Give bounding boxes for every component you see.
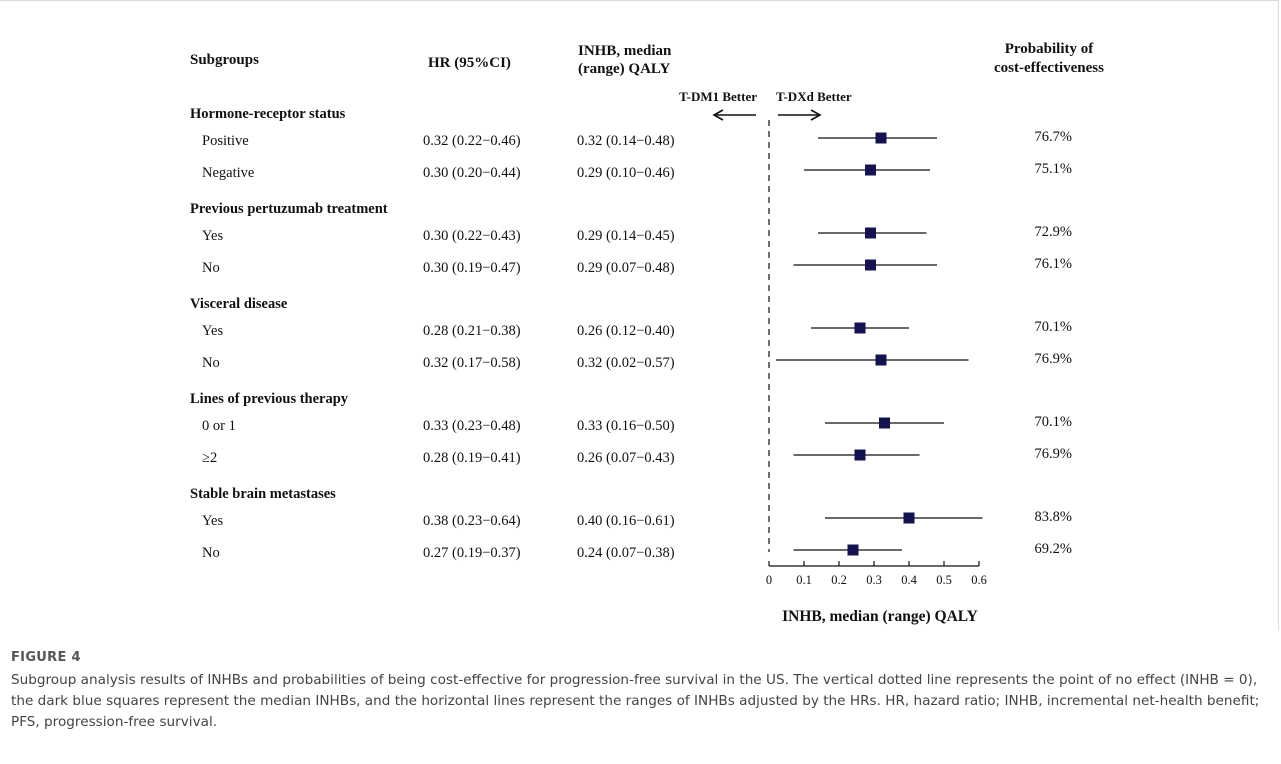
row-hr: 0.32 (0.17−0.58): [423, 355, 521, 371]
row-probability: 70.1%: [1035, 319, 1072, 335]
row-probability: 83.8%: [1035, 509, 1072, 525]
median-marker: [879, 417, 890, 429]
row-label: 0 or 1: [202, 418, 236, 434]
group-heading: Hormone-receptor status: [190, 106, 346, 122]
x-tick-label: 0.2: [831, 573, 847, 587]
arrow-left: [712, 109, 756, 121]
row-probability: 75.1%: [1035, 161, 1072, 177]
row-probability: 70.1%: [1035, 414, 1072, 430]
row-label: No: [202, 260, 220, 276]
group-heading: Visceral disease: [190, 296, 288, 312]
row-hr: 0.33 (0.23−0.48): [423, 418, 521, 434]
header-inhb-line2: (range) QALY: [578, 61, 671, 77]
group-heading: Lines of previous therapy: [190, 391, 349, 407]
figure-caption: FIGURE 4 Subgroup analysis results of IN…: [11, 650, 1271, 733]
row-hr: 0.28 (0.19−0.41): [423, 450, 521, 466]
row-inhb: 0.26 (0.12−0.40): [577, 323, 675, 339]
row-hr: 0.28 (0.21−0.38): [423, 323, 521, 339]
forest-plot: Subgroups HR (95%CI) INHB, median (range…: [190, 41, 1104, 625]
row-probability: 76.1%: [1035, 256, 1072, 272]
median-marker: [875, 132, 887, 144]
row-hr: 0.27 (0.19−0.37): [423, 545, 521, 561]
row-label: No: [202, 545, 220, 561]
arrow-left-label: T-DM1 Better: [679, 89, 757, 104]
figure-caption-text: Subgroup analysis results of INHBs and p…: [11, 672, 1260, 730]
row-inhb: 0.40 (0.16−0.61): [577, 513, 675, 529]
median-marker: [865, 227, 876, 239]
header-subgroups: Subgroups: [190, 52, 259, 68]
median-marker: [854, 322, 866, 334]
row-label: Yes: [202, 228, 223, 244]
row-label: Positive: [202, 133, 249, 149]
row-hr: 0.30 (0.20−0.44): [423, 165, 521, 181]
header-hr: HR (95%CI): [428, 55, 511, 71]
row-inhb: 0.24 (0.07−0.38): [577, 545, 675, 561]
median-marker: [875, 354, 887, 366]
row-inhb: 0.29 (0.10−0.46): [577, 165, 675, 181]
table-rows: Hormone-receptor status Positive 0.32 (0.2…: [190, 106, 1072, 561]
row-probability: 69.2%: [1035, 541, 1072, 557]
arrow-right: [778, 109, 822, 121]
x-tick-label: 0.5: [936, 573, 952, 587]
row-inhb: 0.33 (0.16−0.50): [577, 418, 675, 434]
figure-frame: [0, 0, 1279, 630]
x-axis: 0 0.1 0.2 0.3 0.4 0.5 0.6: [766, 120, 987, 587]
row-inhb: 0.32 (0.02−0.57): [577, 355, 675, 371]
row-probability: 76.9%: [1035, 446, 1072, 462]
row-inhb: 0.26 (0.07−0.43): [577, 450, 675, 466]
header-probability-line2: cost-effectiveness: [994, 60, 1104, 76]
x-tick-label: 0: [766, 573, 772, 587]
median-marker: [865, 259, 876, 271]
row-label: Yes: [202, 513, 223, 529]
row-hr: 0.32 (0.22−0.46): [423, 133, 521, 149]
row-hr: 0.30 (0.19−0.47): [423, 260, 521, 276]
row-probability: 76.9%: [1035, 351, 1072, 367]
x-tick-label: 0.6: [971, 573, 987, 587]
row-probability: 72.9%: [1035, 224, 1072, 240]
row-inhb: 0.29 (0.14−0.45): [577, 228, 675, 244]
median-marker: [847, 544, 859, 556]
arrow-right-label: T-DXd Better: [776, 89, 852, 104]
median-marker: [903, 512, 915, 524]
row-inhb: 0.32 (0.14−0.48): [577, 133, 675, 149]
header-probability-line1: Probability of: [1005, 41, 1094, 57]
row-label: ≥2: [202, 450, 217, 466]
row-label: No: [202, 355, 220, 371]
header-inhb-line1: INHB, median: [578, 43, 672, 59]
x-tick-label: 0.3: [866, 573, 882, 587]
figure-label: FIGURE 4: [11, 650, 81, 665]
row-hr: 0.38 (0.23−0.64): [423, 513, 521, 529]
x-tick-label: 0.1: [796, 573, 812, 587]
row-hr: 0.30 (0.22−0.43): [423, 228, 521, 244]
row-label: Yes: [202, 323, 223, 339]
x-tick-label: 0.4: [901, 573, 917, 587]
group-heading: Previous pertuzumab treatment: [190, 201, 388, 217]
group-heading: Stable brain metastases: [190, 486, 336, 502]
median-marker: [854, 449, 866, 461]
row-inhb: 0.29 (0.07−0.48): [577, 260, 675, 276]
row-probability: 76.7%: [1035, 129, 1072, 145]
median-marker: [865, 164, 876, 176]
row-label: Negative: [202, 165, 254, 181]
x-axis-label: INHB, median (range) QALY: [782, 608, 978, 625]
